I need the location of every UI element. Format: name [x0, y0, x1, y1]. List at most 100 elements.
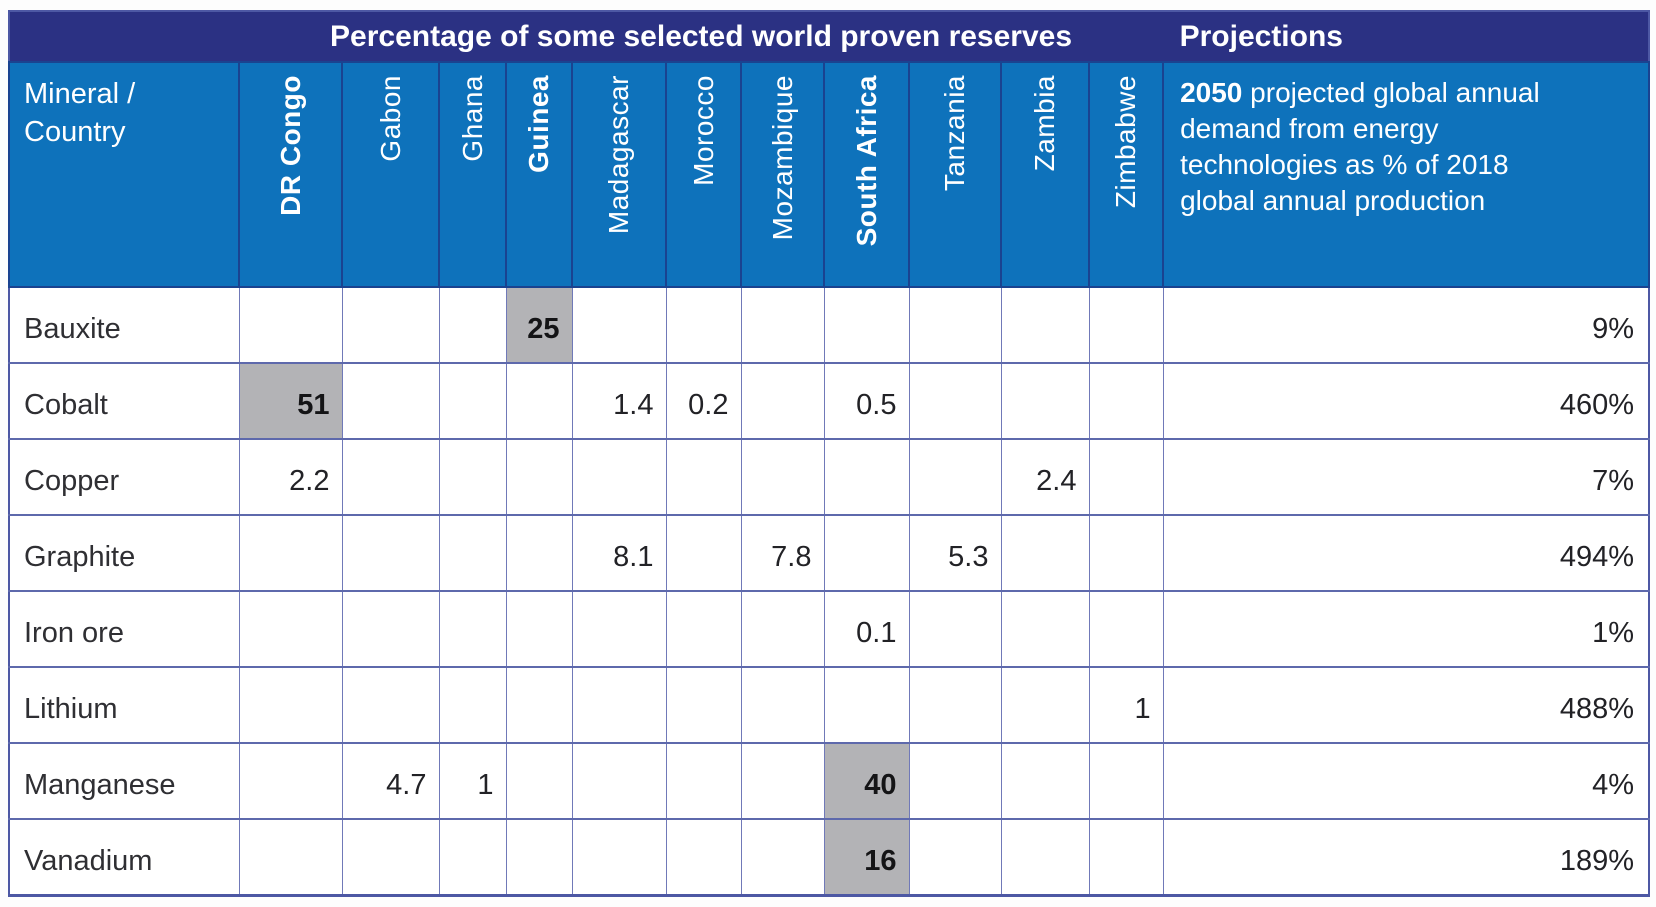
cell-graphite-tanzania: 5.3 [908, 514, 1002, 592]
cell-lithium-gabon [341, 666, 440, 744]
column-header-tanzania: Tanzania [908, 61, 1002, 288]
column-header-label: Morocco [687, 75, 719, 186]
cell-copper-dr_congo: 2.2 [238, 438, 343, 516]
cell-iron_ore-tanzania [908, 590, 1002, 668]
cell-bauxite-ghana [438, 286, 507, 364]
cell-vanadium-south_africa: 16 [823, 818, 910, 896]
cell-cobalt-zimbabwe [1088, 362, 1164, 440]
mineral-name: Cobalt [8, 362, 240, 440]
cell-cobalt-madagascar: 1.4 [571, 362, 667, 440]
cell-manganese-mozambique [740, 742, 825, 820]
column-header-row: Mineral / Country DR Congo Gabon Ghana Guin… [8, 61, 1651, 288]
table-row-vanadium: Vanadium 16 189% [8, 818, 1650, 896]
cell-bauxite-madagascar [571, 286, 667, 364]
column-header-label: DR Congo [274, 75, 306, 216]
cell-iron_ore-guinea [505, 590, 573, 668]
cell-graphite-gabon [341, 514, 440, 592]
cell-cobalt-south_africa: 0.5 [823, 362, 910, 440]
cell-bauxite-dr_congo [238, 286, 343, 364]
cell-bauxite-tanzania [908, 286, 1002, 364]
cell-iron_ore-zambia [1000, 590, 1090, 668]
cell-manganese-south_africa: 40 [823, 742, 910, 820]
projection-description: 2050 projected global annual demand from… [1180, 75, 1580, 219]
column-header-dr_congo: DR Congo [238, 61, 343, 288]
mineral-name: Lithium [8, 666, 240, 744]
cell-lithium-guinea [505, 666, 573, 744]
column-header-gabon: Gabon [341, 61, 440, 288]
cell-vanadium-guinea [505, 818, 573, 896]
cell-vanadium-madagascar [571, 818, 667, 896]
cell-copper-zimbabwe [1088, 438, 1164, 516]
projection-value: 1% [1162, 590, 1650, 668]
column-header-zambia: Zambia [1000, 61, 1090, 288]
cell-vanadium-morocco [665, 818, 742, 896]
cell-vanadium-gabon [341, 818, 440, 896]
cell-copper-tanzania [908, 438, 1002, 516]
column-header-zimbabwe: Zimbabwe [1087, 61, 1165, 288]
cell-vanadium-dr_congo [238, 818, 343, 896]
cell-manganese-zambia [1000, 742, 1090, 820]
mineral-header-line2: Country [24, 116, 126, 148]
mineral-name: Iron ore [8, 590, 240, 668]
projections-band-label: Projections [1162, 10, 1650, 63]
cell-iron_ore-madagascar [571, 590, 667, 668]
projection-description-rest: projected global annual demand from ener… [1180, 77, 1540, 216]
table-row-manganese: Manganese 4.7 1 40 4% [8, 742, 1650, 820]
cell-manganese-ghana: 1 [438, 742, 507, 820]
cell-vanadium-mozambique [740, 818, 825, 896]
mineral-header-line1: Mineral / [24, 78, 136, 110]
column-header-south_africa: South Africa [823, 61, 910, 288]
cell-iron_ore-zimbabwe [1088, 590, 1164, 668]
cell-copper-south_africa [823, 438, 910, 516]
column-header-label: Tanzania [939, 75, 970, 192]
cell-copper-morocco [665, 438, 742, 516]
cell-copper-madagascar [571, 438, 667, 516]
cell-vanadium-tanzania [908, 818, 1002, 896]
mineral-name: Vanadium [8, 818, 240, 896]
table-row-graphite: Graphite 8.1 7.8 5.3 494% [8, 514, 1650, 592]
cell-graphite-zambia [1000, 514, 1090, 592]
cell-bauxite-gabon [341, 286, 440, 364]
cell-iron_ore-morocco [665, 590, 742, 668]
table-row-cobalt: Cobalt 51 1.4 0.2 0.5 460% [8, 362, 1650, 440]
column-header-guinea: Guinea [505, 61, 573, 288]
column-header-label: Madagascar [603, 75, 634, 235]
cell-cobalt-gabon [341, 362, 440, 440]
cell-cobalt-tanzania [908, 362, 1002, 440]
cell-bauxite-south_africa [823, 286, 910, 364]
column-header-label: South Africa [850, 75, 882, 247]
mineral-country-header: Mineral / Country [8, 61, 240, 288]
title-band-row: Percentage of some selected world proven… [8, 10, 1650, 63]
cell-manganese-guinea [505, 742, 573, 820]
projection-value: 460% [1162, 362, 1650, 440]
cell-lithium-zimbabwe: 1 [1088, 666, 1164, 744]
cell-iron_ore-mozambique [740, 590, 825, 668]
cell-lithium-tanzania [908, 666, 1002, 744]
cell-graphite-zimbabwe [1088, 514, 1164, 592]
table-row-copper: Copper 2.2 2.4 7% [8, 438, 1650, 516]
cell-graphite-ghana [438, 514, 507, 592]
cell-bauxite-morocco [665, 286, 742, 364]
projection-value: 494% [1162, 514, 1650, 592]
column-header-label: Gabon [374, 75, 406, 162]
cell-lithium-morocco [665, 666, 742, 744]
title-band-corner [8, 10, 240, 63]
cell-cobalt-morocco: 0.2 [665, 362, 742, 440]
cell-manganese-zimbabwe [1088, 742, 1164, 820]
cell-lithium-dr_congo [238, 666, 343, 744]
reserves-table: Percentage of some selected world proven… [8, 10, 1651, 897]
table-row-lithium: Lithium 1 488% [8, 666, 1650, 744]
column-header-label: Zambia [1029, 75, 1060, 172]
mineral-name: Copper [8, 438, 240, 516]
cell-lithium-madagascar [571, 666, 667, 744]
cell-manganese-madagascar [571, 742, 667, 820]
cell-cobalt-ghana [438, 362, 507, 440]
table-title: Percentage of some selected world proven… [238, 10, 1164, 63]
cell-cobalt-guinea [505, 362, 573, 440]
mineral-name: Graphite [8, 514, 240, 592]
column-header-label: Guinea [523, 75, 554, 173]
cell-vanadium-zimbabwe [1088, 818, 1164, 896]
cell-iron_ore-south_africa: 0.1 [823, 590, 910, 668]
mineral-name: Manganese [8, 742, 240, 820]
cell-cobalt-zambia [1000, 362, 1090, 440]
